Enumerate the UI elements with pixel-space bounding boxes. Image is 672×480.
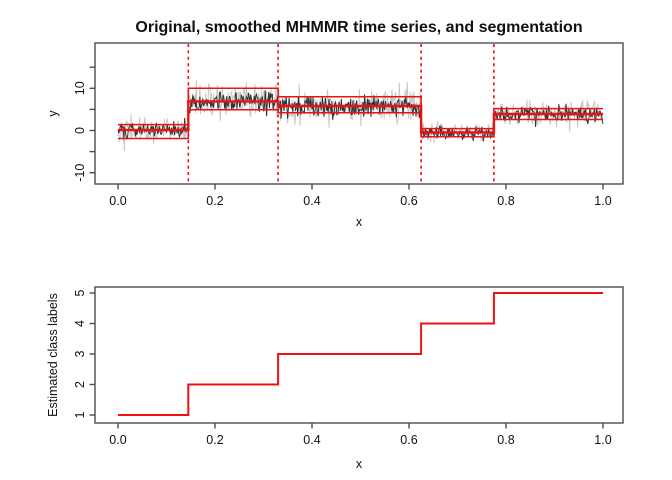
x-tick-label: 0.4 <box>303 433 320 447</box>
y-tick-label: -10 <box>73 164 87 182</box>
bottom-plot-data-layer <box>118 292 603 416</box>
x-tick-label: 0.0 <box>109 194 126 208</box>
x-tick-label: 1.0 <box>594 194 611 208</box>
estimated-class-step-line <box>118 292 603 416</box>
x-tick-label: 0.6 <box>400 194 417 208</box>
bottom-plot-axes: 0.0 0.2 0.4 0.6 0.8 1.0 1 2 3 4 5 <box>73 289 612 447</box>
x-tick-label: 0.2 <box>206 433 223 447</box>
x-tick-label: 0.0 <box>109 433 126 447</box>
x-tick-label: 0.2 <box>206 194 223 208</box>
bottom-class-labels-plot: 0.0 0.2 0.4 0.6 0.8 1.0 1 2 3 4 5 Estimated class … <box>46 286 624 471</box>
x-tick-label: 0.8 <box>497 433 514 447</box>
figure-title: Original, smoothed MHMMR time series, an… <box>135 19 582 36</box>
top-plot-box <box>94 42 624 185</box>
top-x-axis-title: x <box>356 215 363 229</box>
x-tick-label: 0.4 <box>303 194 320 208</box>
y-tick-label: 2 <box>73 381 87 388</box>
bottom-y-axis-title: Estimated class labels <box>46 293 60 417</box>
top-plot-axes: 0.0 0.2 0.4 0.6 0.8 1.0 -10 0 10 <box>73 66 612 208</box>
y-tick-label: 5 <box>73 289 87 296</box>
top-y-axis-title: y <box>46 110 60 117</box>
x-tick-label: 1.0 <box>594 433 611 447</box>
y-tick-label: 3 <box>73 350 87 357</box>
top-time-series-plot: 0.0 0.2 0.4 0.6 0.8 1.0 -10 0 10 y x <box>46 42 624 229</box>
bottom-x-axis-title: x <box>356 457 363 471</box>
regression-mean-line <box>118 100 603 134</box>
x-tick-label: 0.6 <box>400 433 417 447</box>
x-tick-label: 0.8 <box>497 194 514 208</box>
series-original-line <box>117 80 604 151</box>
y-tick-label: 10 <box>73 81 87 95</box>
top-plot-data-layer <box>117 44 604 183</box>
bottom-plot-box <box>94 286 624 424</box>
y-tick-label: 0 <box>73 127 87 134</box>
y-tick-label: 4 <box>73 320 87 327</box>
series-smoothed-line <box>117 90 604 142</box>
y-tick-label: 1 <box>73 411 87 418</box>
